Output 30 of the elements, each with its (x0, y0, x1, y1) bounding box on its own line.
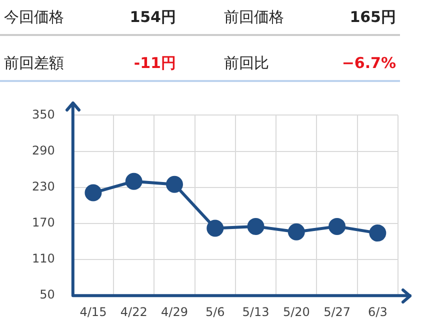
point (166, 176, 183, 193)
point (288, 223, 305, 240)
y-tick-label: 110 (32, 252, 55, 266)
text: 今回価格 (3, 8, 65, 26)
point (328, 218, 346, 235)
text: 前回価格 (223, 8, 285, 26)
y-tick-label: 230 (32, 179, 55, 194)
text: 前回差額 (3, 54, 65, 72)
x-tick-label: 4/22 (120, 304, 148, 319)
point (247, 218, 264, 235)
text: −6.7% (340, 54, 397, 72)
text: 前回比 (223, 54, 270, 72)
point (84, 184, 102, 202)
x-tick-label: 5/13 (242, 304, 270, 319)
y-tick-label: 350 (32, 107, 55, 122)
x-tick-label: 6/3 (368, 304, 388, 319)
text: -11円 (132, 54, 177, 72)
x-tick-label: 5/27 (324, 304, 351, 319)
y-tick-label: 290 (32, 143, 55, 158)
point (369, 224, 386, 242)
text: 165円 (348, 8, 397, 26)
text: 154円 (128, 8, 177, 26)
point (206, 220, 224, 237)
point (125, 172, 142, 190)
x-tick-label: 4/15 (80, 304, 107, 319)
x-tick-label: 5/20 (282, 304, 310, 319)
x-tick-label: 4/29 (161, 304, 188, 319)
y-tick-label: 50 (40, 288, 55, 302)
y-tick-label: 170 (32, 216, 55, 230)
x-tick-label: 5/6 (205, 304, 225, 319)
